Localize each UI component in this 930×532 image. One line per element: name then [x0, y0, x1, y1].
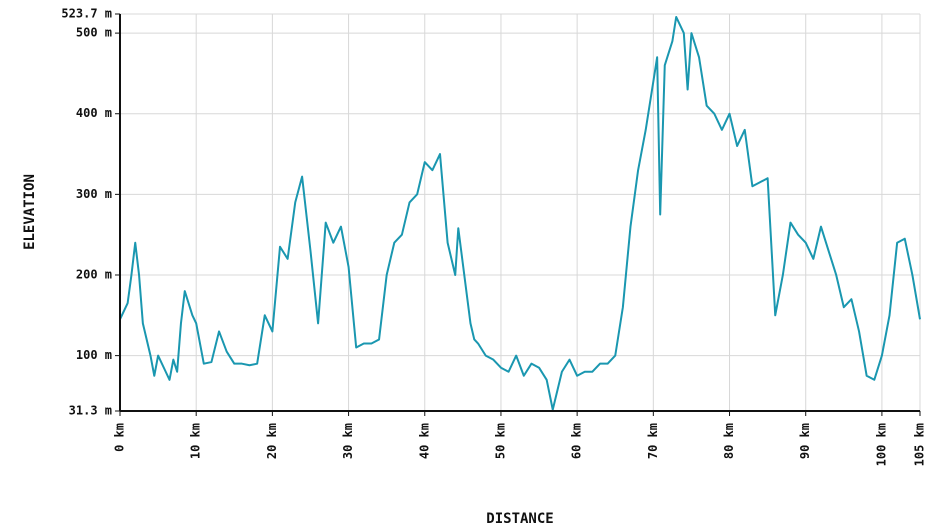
x-tick-label: 20 km — [265, 423, 279, 459]
x-tick-label: 105 km — [913, 423, 927, 466]
y-axis-title: ELEVATION — [22, 174, 38, 250]
y-tick-label: 300 m — [76, 187, 112, 201]
elevation-line — [119, 15, 921, 411]
y-tick-label: 100 m — [76, 348, 112, 362]
y-tick-label: 200 m — [76, 267, 112, 281]
x-tick-label: 80 km — [722, 423, 736, 459]
x-tick-label: 70 km — [646, 423, 660, 459]
x-tick-label: 90 km — [798, 423, 812, 459]
x-tick-label: 30 km — [341, 423, 355, 459]
y-tick-label: 523.7 m — [61, 7, 112, 21]
x-tick-label: 100 km — [874, 423, 888, 466]
x-tick-label: 0 km — [113, 423, 127, 452]
y-tick-label: 31.3 m — [69, 404, 112, 418]
y-tick-label: 500 m — [76, 26, 112, 40]
x-tick-label: 40 km — [417, 423, 431, 459]
x-tick-label: 10 km — [189, 423, 203, 459]
y-tick-label: 400 m — [76, 106, 112, 120]
x-tick-label: 50 km — [493, 423, 507, 459]
x-axis-title: DISTANCE — [486, 511, 553, 527]
x-tick-label: 60 km — [570, 423, 584, 459]
